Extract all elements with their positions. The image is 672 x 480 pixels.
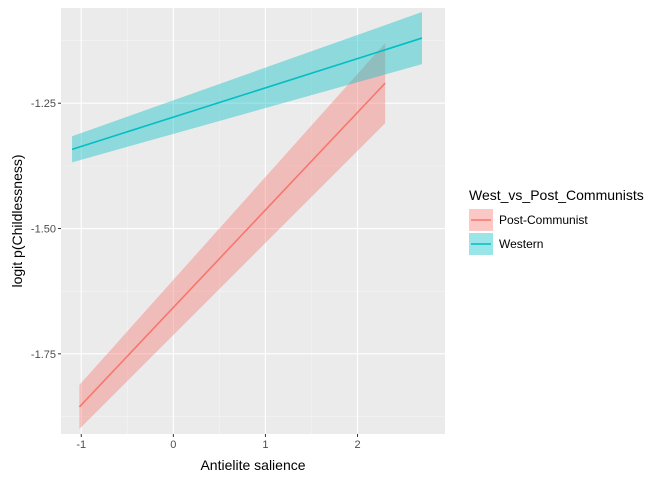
x-tick-label: 0 [170,439,176,451]
x-axis-title: Antielite salience [200,457,305,473]
y-axis-ticks: -1.25 -1.50 -1.75 [31,98,61,361]
legend-title: West_vs_Post_Communists [469,187,644,203]
confidence-ribbons [72,12,422,429]
x-tick-label: 2 [354,439,360,451]
ribbon-post-communist [79,43,386,429]
x-axis-ticks: -1 0 1 2 [76,434,361,451]
line-western [71,37,423,151]
line-post-communist [78,82,386,408]
series-lines [71,37,423,408]
legend-label-western: Western [499,237,543,251]
legend-label-post-communist: Post-Communist [499,213,588,227]
x-tick-label: -1 [76,439,86,451]
x-tick-label: 1 [262,439,268,451]
y-tick-label: -1.50 [31,224,56,236]
ribbon-western [72,12,422,163]
y-tick-label: -1.75 [31,349,56,361]
legend: West_vs_Post_Communists Post-Communist We… [469,187,644,255]
minor-gridlines [61,8,445,434]
y-tick-label: -1.25 [31,98,56,110]
y-axis-title: logit p(Childlessness) [9,154,25,287]
plot-panel [61,8,445,434]
major-gridlines [61,8,445,434]
